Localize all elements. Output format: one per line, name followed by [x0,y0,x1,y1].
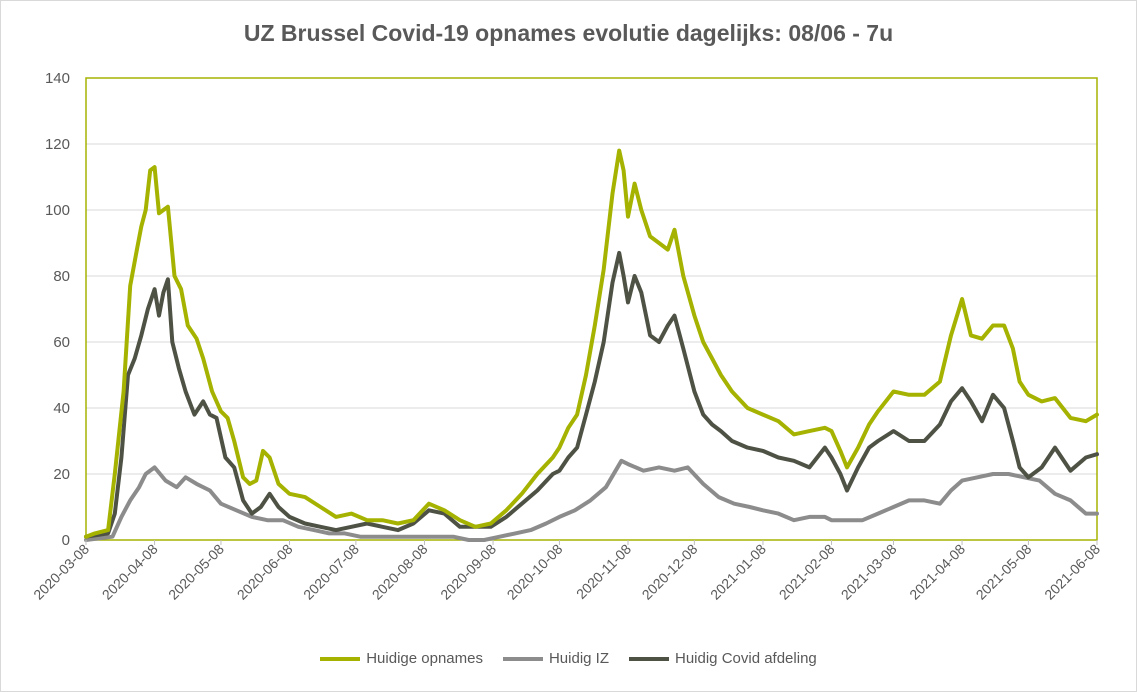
x-tick-label: 2020-06-08 [234,541,296,603]
legend-item: Huidig IZ [502,650,609,667]
legend-swatch [629,657,669,662]
x-tick-label: 2021-02-08 [776,541,838,603]
legend-swatch [502,657,543,662]
series-layer [84,148,1099,542]
legend: Huidige opnames Huidig IZ Huidig Covid afd… [0,650,1137,667]
x-tick-label: 2020-03-08 [30,541,92,603]
y-tick-label: 140 [45,70,70,87]
x-tick-label: 2020-05-08 [165,541,227,603]
x-tick-label: 2020-10-08 [504,541,566,603]
series-line-huidige-opnames [84,148,1099,539]
legend-item: Huidig Covid afdeling [629,650,817,667]
y-tick-label: 80 [53,268,70,285]
plot-border [85,77,1098,541]
y-tick-label: 60 [53,334,70,351]
y-tick-label: 20 [53,466,70,483]
legend-label: Huidige opnames [366,650,483,667]
x-tick-label: 2020-08-08 [369,541,431,603]
legend-swatch [320,657,361,662]
x-tick-label: 2021-01-08 [707,541,769,603]
x-tick-label: 2021-04-08 [906,541,968,603]
series-line-huidig-covid-afdeling [84,250,1099,539]
x-tick-label: 2020-11-08 [573,541,634,602]
series-line-huidig-iz [84,458,1099,542]
x-tick-label: 2021-05-08 [973,541,1035,603]
y-tick-label: 0 [62,532,70,549]
chart-title: UZ Brussel Covid-19 opnames evolutie dag… [243,20,894,46]
grid-layer [86,143,1097,475]
y-tick-label: 100 [45,202,70,219]
x-tick-label: 2021-03-08 [838,541,900,603]
legend-label: Huidig Covid afdeling [675,650,817,667]
x-tick-label: 2020-07-08 [300,541,362,603]
y-axis: 0 20 40 60 80 100 120 140 [45,70,70,549]
x-tick-label: 2021-06-08 [1041,541,1103,603]
x-tick-label: 2020-04-08 [99,541,161,603]
legend-label: Huidig IZ [548,650,609,667]
legend-item: Huidige opnames [320,650,483,667]
y-tick-label: 120 [45,136,70,153]
x-tick-label: 2020-12-08 [639,541,701,603]
x-tick-label: 2020-09-08 [437,541,499,603]
x-axis: 2020-03-08 2020-04-08 2020-05-08 2020-06-08… [30,540,1103,603]
y-tick-label: 40 [53,400,70,417]
